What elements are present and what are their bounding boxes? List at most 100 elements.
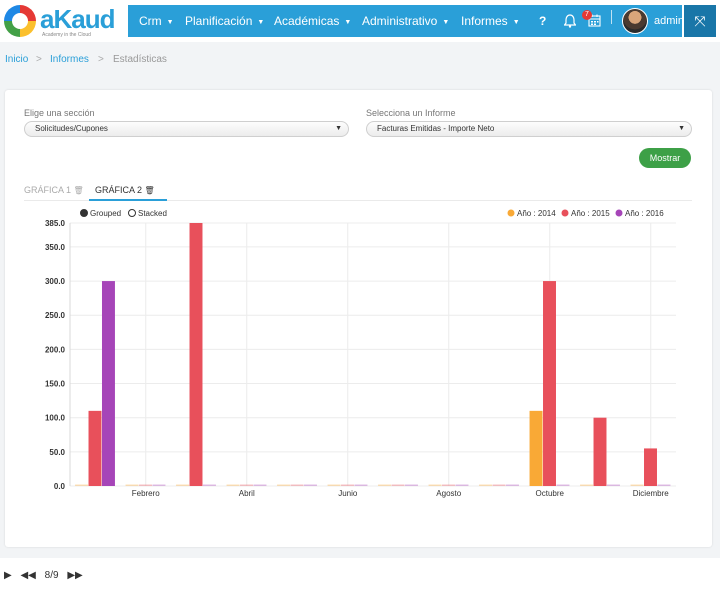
previous-icon[interactable]: ◀◀ <box>20 570 36 581</box>
section-select-value: Solicitudes/Cupones <box>35 124 108 133</box>
play-icon[interactable]: ▶ <box>4 570 12 581</box>
legend-swatch[interactable] <box>561 209 569 217</box>
breadcrumb-bar <box>0 42 720 80</box>
logo-ring-icon <box>4 5 36 37</box>
section-select[interactable]: Solicitudes/Cupones ▼ <box>24 121 349 137</box>
bar <box>101 281 115 486</box>
calendar-icon[interactable] <box>588 14 601 27</box>
x-tick-label: Octubre <box>536 489 565 498</box>
bar <box>404 484 418 486</box>
tab-grafica-2[interactable]: GRÁFICA 2 🗑 <box>95 185 155 195</box>
bar <box>442 484 455 486</box>
caret-down-icon: ▼ <box>512 19 520 26</box>
trash-icon[interactable]: 🗑 <box>144 186 155 195</box>
nav-item-label: Planificación <box>185 14 253 28</box>
bar <box>125 484 139 486</box>
x-tick-label: Febrero <box>132 489 161 498</box>
x-tick-label: Abril <box>239 489 255 498</box>
breadcrumb-current: Estadísticas <box>113 54 167 65</box>
legend-label[interactable]: Año : 2014 <box>517 209 556 218</box>
bar <box>455 484 469 486</box>
bar <box>240 484 253 486</box>
bar <box>226 484 240 486</box>
active-tab-indicator <box>89 199 167 201</box>
bar <box>543 281 556 486</box>
nav-item-label: Administrativo <box>362 14 438 28</box>
y-tick-label: 50.0 <box>49 448 65 457</box>
bar <box>529 410 543 486</box>
bar <box>189 223 203 486</box>
nav-item-informes[interactable]: Informes ▼ <box>461 5 520 37</box>
legend-swatch[interactable] <box>615 209 623 217</box>
y-tick-label: 300.0 <box>45 277 66 286</box>
bar <box>556 484 570 486</box>
bar <box>253 484 267 486</box>
akaud-logo[interactable]: aKaud Academy in the Cloud <box>4 3 120 39</box>
breadcrumb-separator: > <box>36 54 42 65</box>
page-indicator: 8/9 <box>44 570 59 581</box>
logo-text: aKaud <box>40 4 115 34</box>
bar <box>277 484 291 486</box>
mode-label[interactable]: Stacked <box>138 209 167 218</box>
bar <box>479 484 493 486</box>
nav-item-label: Académicas <box>274 14 340 28</box>
slide-pager: ▶ ◀◀ 8/9 ▶▶ <box>4 570 89 584</box>
nav-divider <box>611 10 612 24</box>
show-button[interactable]: Mostrar <box>639 148 691 168</box>
y-tick-label: 150.0 <box>45 380 66 389</box>
trash-icon[interactable]: 🗑 <box>73 186 84 195</box>
tab-label: GRÁFICA 2 <box>95 185 143 195</box>
mode-radio[interactable] <box>128 209 136 217</box>
bar <box>139 484 152 486</box>
bar <box>428 484 442 486</box>
x-tick-label: Agosto <box>436 489 461 498</box>
report-label: Selecciona un Informe <box>366 108 456 118</box>
caret-down-icon: ▼ <box>257 19 265 26</box>
bar <box>303 484 317 486</box>
user-avatar[interactable] <box>622 8 648 34</box>
nav-item-administrativo[interactable]: Administrativo ▼ <box>362 5 449 37</box>
dropdown-arrow-icon: ▼ <box>678 125 685 132</box>
mode-radio[interactable] <box>80 209 88 217</box>
breadcrumb-separator: > <box>98 54 104 65</box>
next-icon[interactable]: ▶▶ <box>67 570 83 581</box>
bell-icon[interactable] <box>564 14 576 28</box>
bar <box>644 448 657 486</box>
legend-label[interactable]: Año : 2016 <box>625 209 664 218</box>
bar <box>354 484 368 486</box>
nav-item-label: Crm <box>139 14 162 28</box>
nav-item-crm[interactable]: Crm ▼ <box>139 5 174 37</box>
mode-label[interactable]: Grouped <box>90 209 121 218</box>
bar <box>630 484 644 486</box>
report-select[interactable]: Facturas Emitidas - Importe Neto ▼ <box>366 121 692 137</box>
bar <box>391 484 405 486</box>
report-select-value: Facturas Emitidas - Importe Neto <box>377 124 495 133</box>
notification-badge: 7 <box>582 10 592 20</box>
y-tick-label: 0.0 <box>54 482 66 491</box>
tab-border <box>24 200 692 201</box>
breadcrumb-informes[interactable]: Informes <box>50 54 89 65</box>
bar <box>657 484 671 486</box>
help-icon[interactable]: ? <box>539 14 547 28</box>
breadcrumb-home[interactable]: Inicio <box>5 54 29 65</box>
bar <box>606 484 620 486</box>
bar <box>341 484 354 486</box>
bar <box>327 484 341 486</box>
expand-icon[interactable]: ⤧ <box>684 5 716 37</box>
legend-label[interactable]: Año : 2015 <box>571 209 610 218</box>
caret-down-icon: ▼ <box>344 19 352 26</box>
tab-grafica-1[interactable]: GRÁFICA 1 🗑 <box>24 185 84 195</box>
bar <box>378 484 392 486</box>
nav-item-academicas[interactable]: Académicas ▼ <box>274 5 351 37</box>
caret-down-icon: ▼ <box>166 19 174 26</box>
legend-swatch[interactable] <box>507 209 515 217</box>
bar <box>580 484 594 486</box>
y-tick-label: 250.0 <box>45 311 66 320</box>
user-name[interactable]: admin <box>654 15 684 27</box>
y-tick-label: 350.0 <box>45 243 66 252</box>
y-tick-label: 385.0 <box>45 219 66 228</box>
bar <box>176 484 190 486</box>
y-tick-label: 200.0 <box>45 345 66 354</box>
logo-tagline: Academy in the Cloud <box>42 32 91 38</box>
nav-item-planificacion[interactable]: Planificación ▼ <box>185 5 264 37</box>
